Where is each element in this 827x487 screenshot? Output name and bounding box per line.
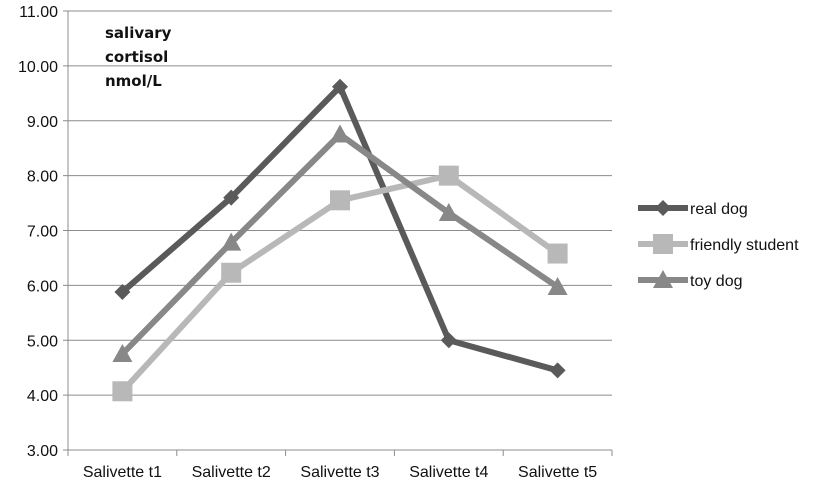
gridlines	[68, 10, 612, 451]
series-toy-dog	[112, 124, 568, 362]
y-tick-label: 4.00	[27, 388, 58, 405]
data-point-toy-dog	[547, 277, 568, 296]
data-point-toy-dog	[438, 202, 459, 221]
y-axis-label-line: nmol/L	[105, 72, 162, 90]
y-axis-label-line: salivary	[105, 24, 172, 42]
data-point-friendly-student	[438, 165, 459, 186]
data-point-real-dog	[549, 362, 566, 379]
y-tick-label: 10.00	[18, 59, 58, 76]
x-axis-ticks: Salivette t1 Salivette t2 Salivette t3 Sali…	[67, 450, 613, 481]
data-point-real-dog	[440, 332, 457, 349]
series-friendly-student	[112, 165, 568, 402]
legend-item-toy-dog: toy dog	[638, 270, 742, 290]
legend-item-real-dog: real dog	[638, 200, 748, 218]
data-point-friendly-student	[112, 381, 133, 402]
legend-marker	[653, 234, 673, 254]
y-tick-label: 5.00	[27, 333, 58, 350]
y-tick-label: 3.00	[27, 443, 58, 460]
data-point-real-dog	[114, 283, 131, 300]
y-axis-ticks: 3.00 4.00 5.00 6.00 7.00 8.00 9.00 10.00 11.00	[18, 4, 68, 460]
legend-item-friendly-student: friendly student	[638, 234, 799, 254]
y-tick-label: 11.00	[19, 4, 58, 21]
legend-marker	[655, 200, 671, 216]
y-tick-label: 9.00	[27, 114, 58, 131]
legend-label: friendly student	[690, 237, 799, 254]
data-point-friendly-student	[547, 243, 568, 264]
y-axis-label: salivary cortisol nmol/L	[105, 24, 172, 90]
series-real-dog	[114, 78, 566, 379]
data-point-toy-dog	[112, 343, 133, 362]
data-point-friendly-student	[221, 262, 242, 283]
x-tick-label: Salivette t2	[192, 464, 271, 481]
y-axis-label-line: cortisol	[105, 48, 168, 66]
legend: real dog friendly student toy dog	[638, 200, 799, 290]
data-point-toy-dog	[330, 124, 350, 143]
data-point-toy-dog	[221, 232, 242, 251]
x-tick-label: Salivette t1	[83, 464, 162, 481]
y-tick-label: 7.00	[27, 224, 58, 241]
legend-label: real dog	[690, 201, 748, 218]
x-tick-label: Salivette t3	[300, 464, 379, 481]
legend-label: toy dog	[690, 273, 742, 290]
y-tick-label: 6.00	[27, 278, 58, 295]
legend-marker	[653, 270, 673, 288]
x-tick-label: Salivette t5	[518, 464, 597, 481]
y-tick-label: 8.00	[27, 169, 58, 186]
x-tick-label: Salivette t4	[409, 464, 488, 481]
series-group	[112, 78, 568, 402]
data-point-real-dog	[332, 78, 348, 95]
data-point-friendly-student	[330, 190, 350, 211]
data-point-real-dog	[223, 189, 240, 206]
